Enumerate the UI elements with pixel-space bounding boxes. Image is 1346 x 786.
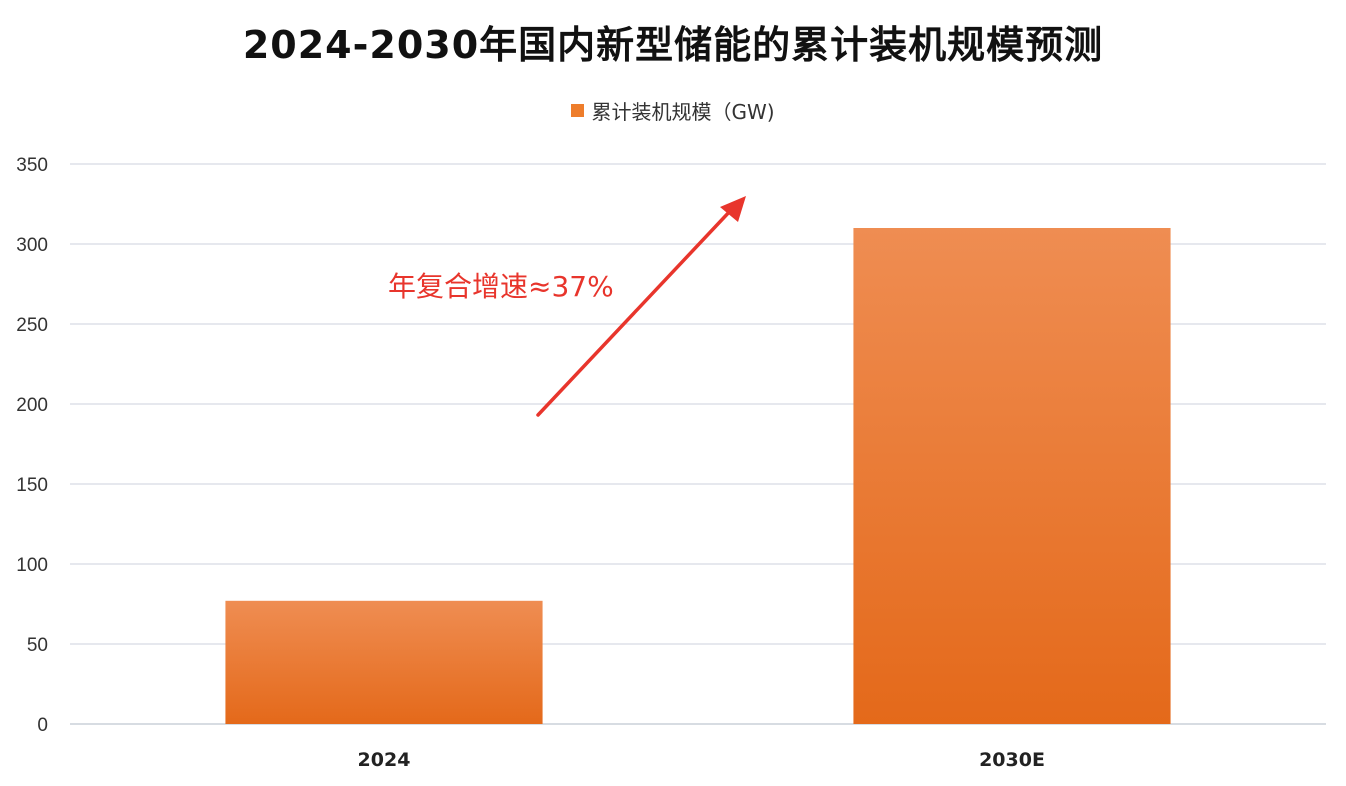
y-tick-label: 350 <box>16 155 48 176</box>
legend: 累计装机规模（GW) <box>0 96 1346 125</box>
chart-title: 2024-2030年国内新型储能的累计装机规模预测 <box>242 23 1104 67</box>
bar-2024 <box>225 600 543 724</box>
y-tick-label: 300 <box>16 235 48 256</box>
y-tick-label: 50 <box>27 635 48 656</box>
y-axis-ticks: 0 50 100 150 200 250 300 350 <box>16 155 48 736</box>
x-category-label: 2024 <box>358 749 411 771</box>
growth-arrow-head <box>720 196 746 222</box>
legend-label: 累计装机规模（GW) <box>591 100 775 124</box>
bars <box>225 228 1171 724</box>
bar-2030e <box>853 228 1171 724</box>
y-tick-label: 100 <box>16 555 48 576</box>
legend-swatch <box>571 104 585 117</box>
x-axis-labels: 2024 2030E <box>358 749 1045 771</box>
annotation-group: 年复合增速≈37% <box>388 196 746 417</box>
x-category-label: 2030E <box>979 749 1045 771</box>
y-tick-label: 0 <box>37 715 48 736</box>
growth-arrow-shaft <box>536 207 734 417</box>
y-tick-label: 200 <box>16 395 48 416</box>
y-tick-label: 150 <box>16 475 48 496</box>
y-tick-label: 250 <box>16 315 48 336</box>
growth-rate-annotation: 年复合增速≈37% <box>388 270 614 303</box>
